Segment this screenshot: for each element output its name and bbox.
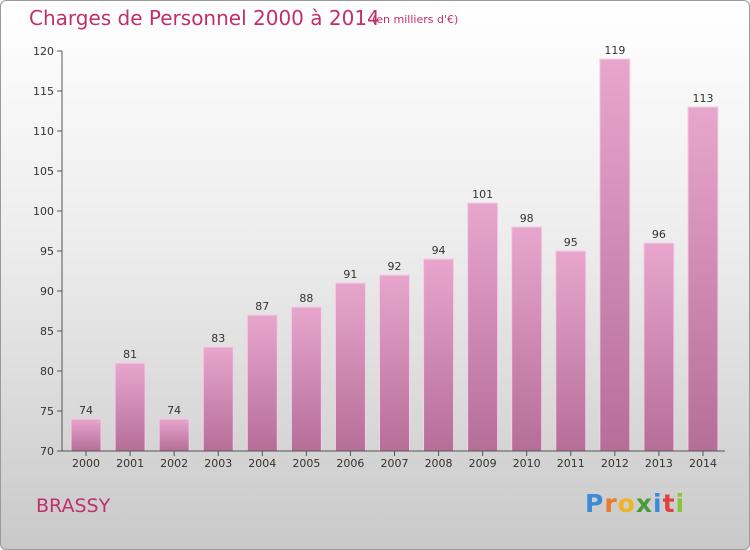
logo-letter: i: [675, 489, 686, 518]
bar-value-label: 94: [432, 244, 446, 257]
commune-name: BRASSY: [36, 495, 111, 517]
x-tick-label: 2009: [469, 457, 497, 470]
bar: [290, 306, 322, 452]
logo-letter: o: [617, 489, 636, 518]
x-tick-label: 2014: [689, 457, 717, 470]
logo-letter: r: [604, 489, 618, 518]
y-tick-label: 100: [33, 205, 54, 218]
x-tick-label: 2004: [248, 457, 276, 470]
x-tick-label: 2010: [513, 457, 541, 470]
bar-value-label: 74: [79, 404, 93, 417]
bar: [70, 418, 102, 452]
chart-subtitle: (en milliers d'€): [372, 13, 459, 26]
x-tick-label: 2003: [204, 457, 232, 470]
bar: [643, 242, 675, 452]
x-tick-label: 2000: [72, 457, 100, 470]
bar: [511, 226, 543, 452]
x-tick-label: 2006: [336, 457, 364, 470]
y-tick-label: 75: [40, 405, 54, 418]
x-tick-label: 2007: [381, 457, 409, 470]
bar-value-label: 95: [564, 236, 578, 249]
bar: [467, 202, 499, 452]
bar: [423, 258, 455, 452]
bar: [158, 418, 190, 452]
y-tick-label: 90: [40, 285, 54, 298]
y-axis-ticks: 70 75 80 85 90 95 100 105 110 115 120: [33, 45, 62, 458]
y-tick-label: 105: [33, 165, 54, 178]
bar: [246, 314, 278, 452]
proxiti-logo: Proxiti: [585, 489, 685, 518]
x-tick-label: 2013: [645, 457, 673, 470]
x-tick-label: 2012: [601, 457, 629, 470]
bar: [555, 250, 587, 452]
x-tick-label: 2002: [160, 457, 188, 470]
bar: [599, 58, 631, 452]
x-tick-label: 2005: [292, 457, 320, 470]
chart-title: Charges de Personnel 2000 à 2014: [29, 6, 380, 30]
bar: [202, 346, 234, 452]
bar-value-label: 119: [604, 44, 625, 57]
bar-value-label: 101: [472, 188, 493, 201]
y-tick-label: 120: [33, 45, 54, 58]
bar: [334, 282, 366, 452]
bar: [114, 362, 146, 452]
bar-value-label: 91: [343, 268, 357, 281]
logo-letter: x: [635, 489, 653, 518]
bar-value-label: 74: [167, 404, 181, 417]
bar-value-label: 92: [388, 260, 402, 273]
logo-letter: P: [585, 489, 605, 518]
x-axis-ticks: 2000 2001 2002 2003 2004 2005 2006 2007 2008 2009…: [72, 451, 717, 470]
logo-letter: t: [662, 489, 676, 518]
x-tick-label: 2011: [557, 457, 585, 470]
y-tick-label: 115: [33, 85, 54, 98]
y-tick-label: 70: [40, 445, 54, 458]
bar-value-label: 87: [255, 300, 269, 313]
y-tick-label: 80: [40, 365, 54, 378]
bar: [379, 274, 410, 452]
y-tick-label: 95: [40, 245, 54, 258]
bar-value-label: 81: [123, 348, 137, 361]
bar-value-label: 98: [520, 212, 534, 225]
bars: 74 81 74 83 87 88 91 92 94 101 98 95 119 96 113: [70, 44, 719, 452]
y-tick-label: 110: [33, 125, 54, 138]
y-tick-label: 85: [40, 325, 54, 338]
bar-value-label: 88: [299, 292, 313, 305]
bar: [687, 106, 719, 452]
bar-value-label: 96: [652, 228, 666, 241]
bar-value-label: 83: [211, 332, 225, 345]
logo-letter: i: [653, 489, 663, 518]
x-tick-label: 2001: [116, 457, 144, 470]
bar-value-label: 113: [692, 92, 713, 105]
x-tick-label: 2008: [425, 457, 453, 470]
